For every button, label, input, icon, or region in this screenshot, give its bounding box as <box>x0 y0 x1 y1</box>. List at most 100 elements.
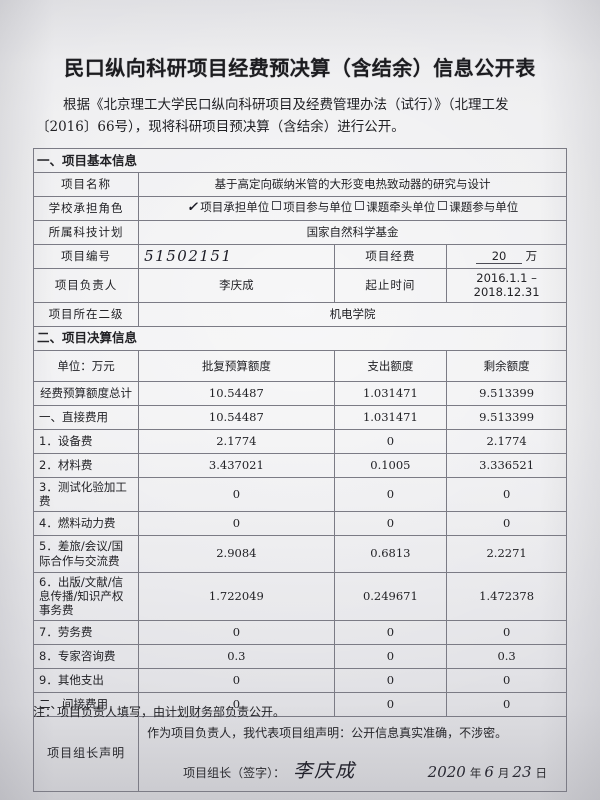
declaration-side-label: 项目组长声明 <box>32 715 140 792</box>
budget-spent: 0.6813 <box>333 534 448 573</box>
intro-line-1: 根据《北京理工大学民口纵向科研项目及经费管理办法（试行）》（北理工发 <box>63 97 509 113</box>
date-year-unit: 年 <box>469 765 482 780</box>
signature-row: 项目组长（签字）： 李庆成 2020 年 6 月 23 日 <box>147 760 558 784</box>
date-day-unit: 日 <box>535 765 548 780</box>
row-school-role: 学校承担角色 ✓项目承担单位 项目参与单位 课题牵头单位 课题参与单位 <box>32 196 567 221</box>
table-row: 二、间接费用 0 0 0 <box>32 691 567 717</box>
funding-unit: 万 <box>525 248 538 263</box>
section2-heading: 二、项目决算信息 <box>33 325 567 351</box>
budget-item-label: 5．差旅/会议/国际合作与交流费 <box>32 534 140 573</box>
table-row: 经费预算额度总计 10.54487 1.031471 9.513399 <box>32 380 567 406</box>
budget-approved: 0 <box>138 510 335 536</box>
science-plan-label: 所属科技计划 <box>32 220 140 245</box>
signature-date: 2020 年 6 月 23 日 <box>428 763 558 782</box>
budget-item-label: 3．测试化验加工费 <box>32 476 140 512</box>
budget-remaining: 0 <box>446 667 567 693</box>
checkbox-icon-3[interactable] <box>438 201 448 211</box>
school-role-label: 学校承担角色 <box>32 196 140 221</box>
date-year: 2020 <box>427 762 466 781</box>
funding-label: 项目经费 <box>333 244 448 269</box>
row-science-plan: 所属科技计划 国家自然科学基金 <box>32 220 567 245</box>
project-leader-label: 项目负责人 <box>32 268 140 303</box>
column-header-approved: 批复预算额度 <box>138 349 335 382</box>
section2-heading-row: 二、项目决算信息 <box>33 325 567 351</box>
row-college: 项目所在二级 机电学院 <box>32 301 567 327</box>
budget-spent: 0.249671 <box>333 571 448 621</box>
budget-approved: 0 <box>138 619 335 645</box>
budget-spent: 0 <box>333 476 448 512</box>
budget-spent: 0 <box>333 428 448 454</box>
table-row: 7．劳务费 0 0 0 <box>32 619 567 645</box>
budget-approved: 0 <box>138 667 335 693</box>
budget-spent: 0.1005 <box>333 452 448 478</box>
signature-label: 项目组长（签字）： <box>183 765 286 780</box>
declaration-text: 作为项目负责人，我代表项目组声明：公开信息真实准确，不涉密。 <box>147 725 508 740</box>
role-option-0[interactable]: 项目承担单位 <box>200 200 270 215</box>
budget-remaining: 1.472378 <box>446 571 567 621</box>
intro-paragraph: 根据《北京理工大学民口纵向科研项目及经费管理办法（试行）》（北理工发 〔2016… <box>36 95 564 139</box>
table-row: 一、直接费用 10.54487 1.031471 9.513399 <box>32 404 567 430</box>
budget-spent: 0 <box>333 667 448 693</box>
budget-spent: 0 <box>333 691 448 717</box>
budget-item-label: 一、直接费用 <box>32 404 140 430</box>
project-number-value: 51502151 <box>138 244 335 269</box>
table-row: 3．测试化验加工费 0 0 0 <box>32 476 567 512</box>
school-role-options: ✓项目承担单位 项目参与单位 课题牵头单位 课题参与单位 <box>138 196 567 221</box>
budget-remaining: 9.513399 <box>446 380 567 406</box>
table-row: 8．专家咨询费 0.3 0 0.3 <box>32 643 567 669</box>
role-option-3[interactable]: 课题参与单位 <box>449 200 519 215</box>
row-project-name: 项目名称 基于高定向碳纳米管的大形变电热致动器的研究与设计 <box>32 172 567 197</box>
budget-approved: 0 <box>138 691 335 717</box>
intro-line-2: 〔2016〕66号），现将科研项目预决算（含结余）进行公开。 <box>36 118 405 135</box>
budget-remaining: 2.1774 <box>446 428 567 454</box>
budget-approved: 0 <box>138 476 335 512</box>
budget-remaining: 9.513399 <box>446 404 567 430</box>
budget-remaining: 0.3 <box>446 643 567 669</box>
budget-approved: 2.1774 <box>138 428 335 454</box>
budget-item-label: 二、间接费用 <box>32 691 140 717</box>
budget-item-label: 9．其他支出 <box>32 667 140 693</box>
page-title: 民口纵向科研项目经费预决算（含结余）信息公开表 <box>64 56 536 80</box>
budget-approved: 2.9084 <box>138 534 335 573</box>
budget-table-header: 单位：万元 批复预算额度 支出额度 剩余额度 <box>32 349 567 382</box>
budget-spent: 1.031471 <box>333 380 448 406</box>
budget-approved: 3.437021 <box>138 452 335 478</box>
college-value: 机电学院 <box>138 301 567 327</box>
table-row: 9．其他支出 0 0 0 <box>32 667 567 693</box>
project-leader-value: 李庆成 <box>138 268 335 303</box>
table-row: 6．出版/文献/信息传播/知识产权事务费 1.722049 0.249671 1… <box>32 571 567 621</box>
row-project-number: 项目编号 51502151 项目经费 20 万 <box>32 244 567 269</box>
date-month-unit: 月 <box>497 765 510 780</box>
role-option-1[interactable]: 项目参与单位 <box>283 200 353 215</box>
budget-spent: 0 <box>333 643 448 669</box>
row-project-leader: 项目负责人 李庆成 起止时间 2016.1.1 – 2018.12.31 <box>32 268 567 303</box>
declaration-body: 作为项目负责人，我代表项目组声明：公开信息真实准确，不涉密。 项目组长（签字）：… <box>138 715 567 792</box>
budget-approved: 1.722049 <box>138 571 335 621</box>
budget-item-label: 7．劳务费 <box>32 619 140 645</box>
project-name-value: 基于高定向碳纳米管的大形变电热致动器的研究与设计 <box>138 172 567 197</box>
budget-spent: 0 <box>333 619 448 645</box>
table-row: 5．差旅/会议/国际合作与交流费 2.9084 0.6813 2.2271 <box>32 534 567 573</box>
budget-approved: 0.3 <box>138 643 335 669</box>
section1-heading-row: 一、项目基本信息 <box>33 148 567 173</box>
checkbox-icon-1[interactable] <box>272 201 282 211</box>
table-row: 2．材料费 3.437021 0.1005 3.336521 <box>32 452 567 478</box>
project-number-label: 项目编号 <box>32 244 140 269</box>
checkbox-icon-2[interactable] <box>355 201 365 211</box>
budget-approved: 10.54487 <box>138 380 335 406</box>
college-label: 项目所在二级 <box>32 301 140 327</box>
declaration-row: 项目组长声明 作为项目负责人，我代表项目组声明：公开信息真实准确，不涉密。 项目… <box>32 715 567 792</box>
budget-item-label: 2．材料费 <box>32 452 140 478</box>
budget-item-label: 经费预算额度总计 <box>32 380 140 406</box>
checkmark-icon: ✓ <box>186 200 200 216</box>
column-header-unit: 单位：万元 <box>32 349 140 382</box>
table-row: 1．设备费 2.1774 0 2.1774 <box>32 428 567 454</box>
footer-note: 注：项目负责人填写，由计划财务部负责公开。 <box>33 705 286 719</box>
science-plan-value: 国家自然科学基金 <box>138 220 567 245</box>
budget-item-label: 4．燃料动力费 <box>32 510 140 536</box>
role-option-2[interactable]: 课题牵头单位 <box>366 200 436 215</box>
column-header-spent: 支出额度 <box>333 349 448 382</box>
budget-remaining: 2.2271 <box>446 534 567 573</box>
budget-remaining: 0 <box>446 619 567 645</box>
